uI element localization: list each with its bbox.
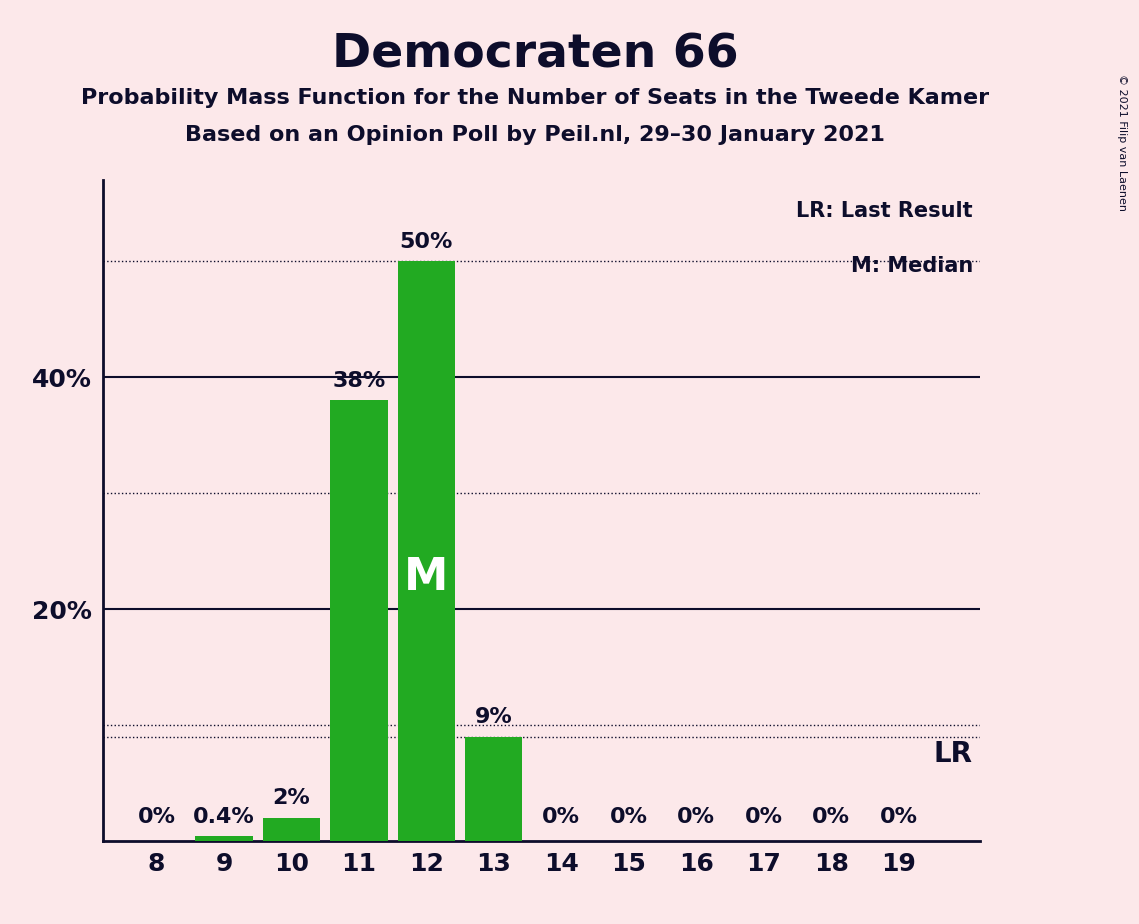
Bar <box>330 400 387 841</box>
Text: 50%: 50% <box>400 232 453 252</box>
Text: 0%: 0% <box>138 807 175 827</box>
Text: 2%: 2% <box>272 788 310 808</box>
Text: 0%: 0% <box>879 807 918 827</box>
Bar <box>398 261 454 841</box>
Text: 0%: 0% <box>542 807 580 827</box>
Text: 0%: 0% <box>678 807 715 827</box>
Text: Based on an Opinion Poll by Peil.nl, 29–30 January 2021: Based on an Opinion Poll by Peil.nl, 29–… <box>186 125 885 145</box>
Bar <box>195 836 253 841</box>
Text: LR: LR <box>934 740 973 768</box>
Text: M: Median: M: Median <box>851 256 973 275</box>
Text: 0%: 0% <box>609 807 648 827</box>
Text: 0.4%: 0.4% <box>194 807 255 827</box>
Text: M: M <box>404 556 449 599</box>
Bar <box>465 736 523 841</box>
Text: © 2021 Filip van Laenen: © 2021 Filip van Laenen <box>1117 74 1126 211</box>
Text: Probability Mass Function for the Number of Seats in the Tweede Kamer: Probability Mass Function for the Number… <box>81 88 990 108</box>
Text: LR: Last Result: LR: Last Result <box>796 201 973 221</box>
Text: 0%: 0% <box>812 807 850 827</box>
Text: 9%: 9% <box>475 707 513 727</box>
Text: Democraten 66: Democraten 66 <box>331 32 739 78</box>
Text: 38%: 38% <box>333 371 385 391</box>
Text: 0%: 0% <box>745 807 782 827</box>
Bar <box>263 818 320 841</box>
